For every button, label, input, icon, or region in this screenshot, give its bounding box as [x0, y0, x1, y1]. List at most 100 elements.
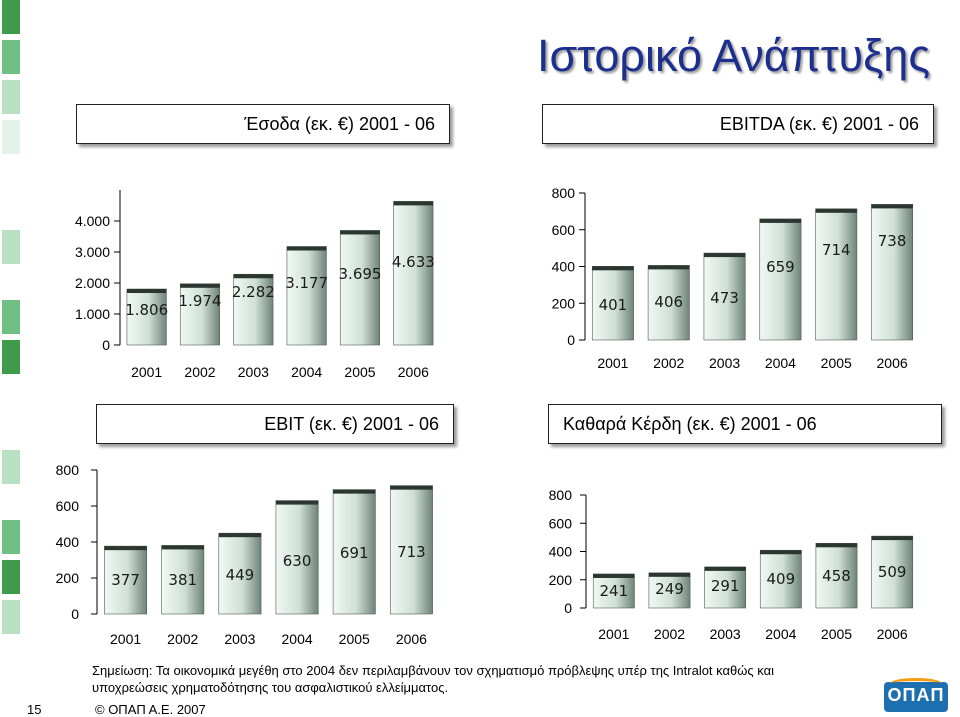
data-label: 449	[226, 566, 255, 584]
bar	[592, 573, 635, 609]
bar-top-edge	[393, 201, 434, 206]
bar	[218, 532, 262, 615]
data-label: 473	[710, 289, 739, 307]
sidebar-square	[2, 300, 20, 334]
x-tick-label: 2005	[339, 631, 370, 647]
y-tick-label: 200	[552, 295, 576, 311]
bar-top-edge	[333, 489, 376, 494]
y-tick-label: 4.000	[75, 213, 110, 229]
y-tick-label: 800	[549, 487, 573, 503]
sidebar-square	[2, 450, 20, 484]
sidebar-square	[2, 120, 20, 154]
bar-top-edge	[759, 218, 802, 223]
x-tick-label: 2003	[224, 631, 255, 647]
bar-top-edge	[871, 536, 913, 541]
bar	[591, 266, 634, 341]
y-tick-label: 1.000	[75, 306, 110, 322]
bar-top-edge	[871, 204, 913, 209]
sidebar-square	[2, 230, 20, 264]
bar	[759, 549, 802, 609]
x-tick-label: 2002	[654, 626, 685, 642]
bar-top-edge	[592, 266, 634, 271]
x-tick-label: 2001	[597, 355, 628, 371]
data-label: 291	[711, 577, 740, 595]
opap-logo: ΟΠΑΠ	[884, 678, 948, 712]
x-tick-label: 2001	[131, 364, 162, 380]
bar-top-edge	[815, 543, 858, 548]
y-tick-label: 200	[56, 570, 80, 586]
y-tick-label: 600	[552, 222, 576, 238]
bar	[393, 201, 434, 346]
bar	[339, 230, 381, 346]
bar-top-edge	[340, 230, 380, 235]
data-label: 458	[822, 567, 851, 585]
y-tick-label: 200	[549, 572, 573, 588]
bar-top-edge	[593, 573, 635, 578]
y-tick-label: 800	[552, 185, 576, 201]
y-tick-label: 0	[567, 332, 575, 348]
bar	[179, 283, 221, 346]
bar	[104, 545, 148, 615]
bar-top-edge	[703, 253, 746, 258]
bar	[815, 543, 858, 609]
data-label: 241	[600, 582, 629, 600]
x-tick-label: 2006	[396, 631, 427, 647]
data-label: 2.282	[232, 283, 275, 301]
data-label: 509	[878, 563, 907, 581]
page-number: 15	[27, 702, 42, 717]
bar	[703, 252, 746, 341]
bar-top-edge	[275, 500, 319, 505]
data-label: 1.806	[125, 301, 168, 319]
bar	[233, 273, 274, 346]
data-label: 409	[767, 570, 796, 588]
data-label: 401	[599, 296, 628, 314]
bar-top-edge	[180, 283, 220, 288]
x-tick-label: 2006	[398, 364, 429, 380]
y-tick-label: 800	[56, 462, 80, 478]
bar-top-edge	[760, 550, 802, 555]
data-label: 4.633	[392, 253, 435, 271]
data-label: 738	[878, 232, 907, 250]
data-label: 3.177	[285, 274, 328, 292]
data-label: 713	[397, 543, 426, 561]
bar-top-edge	[390, 485, 433, 490]
bar-top-edge	[704, 566, 746, 571]
page-title: Ιστορικό Ανάπτυξης	[536, 30, 930, 81]
bar-top-edge	[286, 246, 327, 251]
bar-top-edge	[161, 545, 204, 550]
y-tick-label: 600	[56, 498, 80, 514]
bar-top-edge	[648, 265, 690, 270]
x-tick-label: 2004	[291, 364, 322, 380]
x-tick-label: 2005	[344, 364, 375, 380]
bar	[648, 572, 691, 609]
copyright: © ΟΠΑΠ Α.Ε. 2007	[95, 702, 206, 717]
data-label: 714	[822, 241, 851, 259]
bar	[871, 204, 914, 341]
x-tick-label: 2005	[821, 355, 852, 371]
x-tick-label: 2004	[282, 631, 313, 647]
logo-text: ΟΠΑΠ	[887, 685, 945, 705]
y-tick-label: 0	[71, 606, 79, 622]
x-tick-label: 2001	[110, 631, 141, 647]
y-tick-label: 0	[564, 600, 572, 616]
bar	[275, 500, 319, 615]
x-tick-label: 2004	[765, 355, 796, 371]
x-tick-label: 2005	[821, 626, 852, 642]
y-tick-label: 400	[56, 534, 80, 550]
bar-top-edge	[218, 533, 262, 538]
data-label: 377	[111, 571, 140, 589]
bar-top-edge	[815, 208, 857, 213]
data-label: 659	[766, 258, 795, 276]
bar	[161, 545, 205, 615]
y-tick-label: 400	[549, 544, 573, 560]
bar-top-edge	[233, 274, 274, 279]
sidebar-square	[2, 40, 20, 74]
bar	[126, 288, 167, 346]
bar	[647, 265, 690, 341]
logo-swoosh-icon	[890, 678, 942, 689]
chart-title-revenue: Έσοδα (εκ. €) 2001 - 06	[76, 104, 450, 144]
chart-title-ebitda: EBITDA (εκ. €) 2001 - 06	[542, 104, 934, 144]
bar	[704, 566, 747, 609]
bar-top-edge	[648, 572, 691, 577]
x-tick-label: 2004	[765, 626, 796, 642]
